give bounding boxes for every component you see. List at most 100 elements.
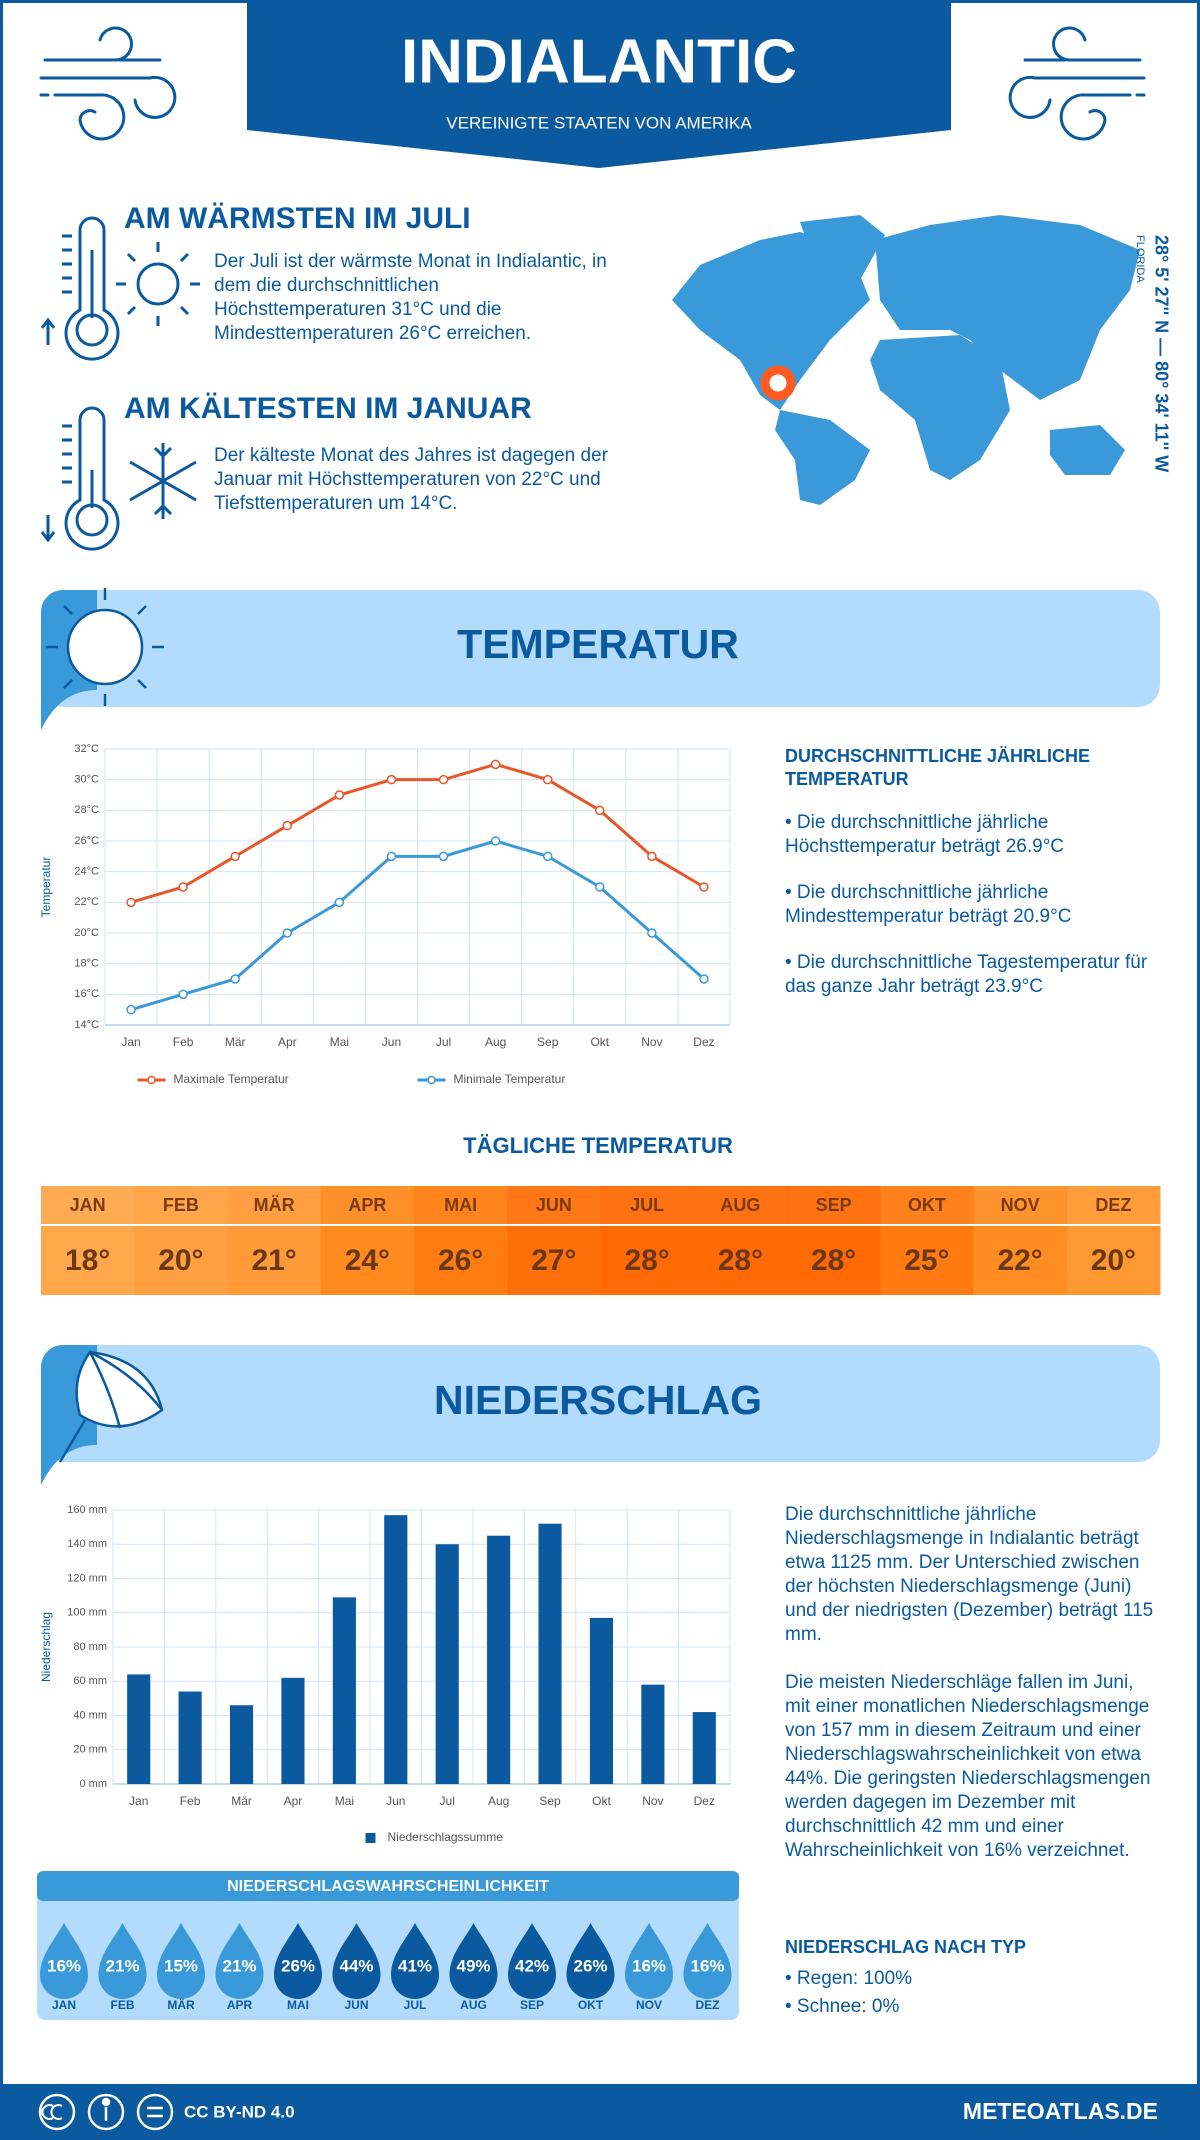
x-tick-label: Jun (382, 1035, 401, 1049)
bar (127, 1674, 151, 1784)
month-label: JUN (536, 1195, 572, 1215)
temp-value: 28° (624, 1244, 669, 1277)
point (490, 836, 501, 846)
x-tick-label: Sep (539, 1794, 561, 1808)
x-tick-label: Dez (693, 1035, 714, 1049)
probability-value: 16% (632, 1956, 666, 1975)
month-label: JUL (404, 1998, 427, 2012)
month-cell (973, 1186, 1068, 1224)
x-tick-label: Nov (641, 1035, 662, 1049)
legend-swatch (427, 1075, 436, 1085)
y-tick-label: 20 mm (73, 1744, 107, 1756)
month-label: MAI (287, 1998, 309, 2012)
point (334, 790, 345, 800)
header-banner (247, 0, 951, 168)
x-tick-label: Sep (537, 1035, 559, 1049)
month-label: OKT (908, 1195, 946, 1215)
temp-value: 25° (904, 1244, 949, 1277)
point (230, 974, 240, 984)
section-banner (41, 1345, 1160, 1462)
highlight-title: AM KÄLTESTEN IM JANUAR (124, 392, 532, 425)
x-tick-label: Aug (485, 1035, 506, 1049)
value-cell (227, 1226, 322, 1295)
probability-value: 26% (281, 1956, 315, 1975)
type-item: • Schnee: 0% (785, 1996, 900, 2017)
drop (332, 1923, 381, 2000)
month-cell (320, 1186, 415, 1224)
drop (683, 1923, 732, 2000)
value-cell (787, 1226, 881, 1295)
legend-swatch (365, 1833, 376, 1843)
point (178, 989, 188, 1000)
point (595, 805, 605, 816)
value-cell (600, 1226, 695, 1295)
month-label: SEP (816, 1195, 852, 1215)
point (438, 851, 449, 862)
month-label: MAI (444, 1195, 477, 1215)
x-tick-label: Okt (590, 1035, 609, 1049)
probability-value: 16% (690, 1956, 724, 1975)
daily-title: TÄGLICHE TEMPERATUR (463, 1133, 733, 1158)
point (282, 820, 293, 831)
highlight-text: Der Juli ist der wärmste Monat in Indial… (214, 251, 607, 344)
point (438, 774, 449, 785)
month-cell (787, 1186, 881, 1224)
y-axis-label: Temperatur (39, 857, 53, 918)
type-item: • Regen: 100% (785, 1968, 913, 1989)
month-label: SEP (520, 1998, 544, 2012)
temp-value: 20° (1091, 1244, 1136, 1277)
y-tick-label: 60 mm (73, 1675, 107, 1687)
drop (625, 1923, 673, 1999)
bar (332, 1597, 356, 1784)
highlight-title: AM WÄRMSTEN IM JULI (124, 202, 471, 235)
y-tick-label: 20°C (74, 927, 99, 939)
coordinates: 28° 5' 27'' N — 80° 34' 11'' W (1151, 235, 1171, 472)
temp-value: 18° (65, 1244, 110, 1277)
value-cell (693, 1226, 788, 1295)
temp-value: 26° (438, 1244, 483, 1277)
month-cell (507, 1186, 601, 1224)
value-cell (41, 1226, 135, 1295)
license-icons (38, 2093, 174, 2131)
y-tick-label: 16°C (74, 988, 99, 1000)
y-tick-label: 30°C (74, 774, 99, 786)
y-tick-label: 32°C (74, 743, 99, 755)
value-cell (134, 1226, 228, 1295)
point (230, 851, 240, 862)
month-label: APR (348, 1195, 386, 1215)
x-tick-label: Dez (694, 1794, 715, 1808)
x-tick-label: Aug (488, 1794, 509, 1808)
y-axis-label: Niederschlag (39, 1612, 53, 1682)
month-label: MÄR (167, 1997, 195, 2012)
drop (391, 1923, 439, 1999)
x-tick-label: Feb (173, 1035, 194, 1049)
point (647, 851, 657, 862)
probability-box (37, 1871, 739, 2020)
bar (178, 1691, 202, 1784)
bar (229, 1705, 254, 1784)
y-tick-label: 28°C (74, 804, 99, 816)
summary-title: DURCHSCHNITTLICHE JÄHRLICHE TEMPERATUR (785, 746, 1090, 789)
month-cell (1066, 1186, 1161, 1224)
month-cell (134, 1186, 228, 1224)
probability-value: 49% (456, 1956, 490, 1975)
drop (274, 1923, 322, 1999)
point (386, 851, 397, 862)
line (130, 762, 705, 904)
y-tick-label: 80 mm (73, 1641, 107, 1653)
point (647, 928, 657, 938)
probability-value: 16% (47, 1956, 81, 1975)
footer (0, 2084, 1200, 2140)
drop (40, 1923, 88, 1999)
x-tick-label: Jul (436, 1035, 451, 1049)
bar (589, 1617, 614, 1784)
temp-value: 28° (718, 1244, 763, 1277)
bar (641, 1684, 665, 1784)
point (490, 759, 501, 770)
probability-value: 21% (222, 1956, 256, 1975)
y-tick-label: 160 mm (67, 1504, 107, 1516)
wind-icon (39, 26, 177, 141)
type-title: NIEDERSCHLAG NACH TYP (785, 1937, 1027, 1957)
